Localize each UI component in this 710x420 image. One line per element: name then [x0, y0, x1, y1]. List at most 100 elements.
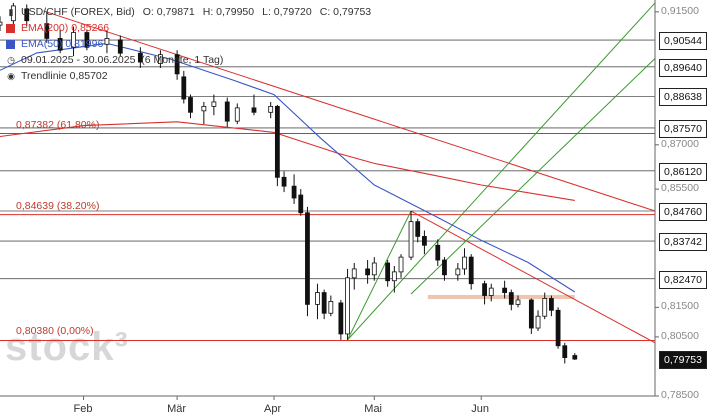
watermark-logo: stock³	[5, 325, 129, 369]
candle-body	[422, 236, 427, 246]
ema50-swatch	[6, 39, 15, 49]
trendline	[347, 210, 412, 341]
candle-body	[542, 298, 548, 317]
ema200-value: 0,85266	[71, 22, 110, 34]
candle-body	[291, 185, 297, 199]
y-tick-label: 0,85500	[661, 182, 699, 195]
fibonacci-label: 0,84639 (38.20%)	[16, 199, 100, 212]
trendline	[347, 2, 656, 341]
legend-trendline[interactable]: ◉ Trendlinie 0,85702	[6, 68, 371, 84]
level-price-box: 0,88638	[659, 88, 707, 107]
open-value: O: 0,79871	[142, 6, 195, 18]
candle-body	[71, 32, 76, 48]
clock-icon: ◷	[7, 55, 15, 65]
candle-body	[281, 176, 287, 187]
candle-body	[385, 262, 391, 282]
level-price-box: 0,84760	[659, 203, 707, 221]
candle-body	[24, 8, 30, 22]
legend-period[interactable]: ◷ 09.01.2025 - 30.06.2025 (6 Monate, 1 T…	[6, 52, 371, 68]
trendline-label: Trendlinie	[21, 70, 67, 82]
candle-body	[181, 76, 187, 100]
candle-body	[328, 301, 334, 314]
candle-body	[562, 345, 568, 358]
x-tick-label: Apr	[264, 403, 282, 415]
level-price-box: 0,89640	[659, 58, 707, 77]
candle-body	[251, 107, 257, 113]
candle-body	[371, 262, 377, 276]
candle-body	[535, 315, 541, 329]
period-label: 09.01.2025 - 30.06.2025	[21, 54, 136, 66]
legend-ema50[interactable]: EMA(50) 0,81996	[6, 36, 371, 52]
candle-body	[365, 268, 371, 276]
candle-body	[0, 21, 3, 26]
trendlines	[43, 2, 656, 344]
x-tick-label: Mai	[364, 403, 383, 415]
x-tick-label: Jun	[471, 403, 489, 415]
ema50-value: 0,81996	[65, 38, 104, 50]
candle-body	[408, 221, 414, 258]
legend-ema200[interactable]: EMA(200) 0,85266	[6, 20, 371, 36]
target-icon: ◉	[7, 71, 15, 81]
bar-chart-icon: ▮	[8, 7, 14, 17]
candle-body	[84, 32, 90, 48]
support-band	[427, 294, 575, 300]
y-tick-label: 0,81500	[661, 300, 699, 313]
candle-body	[482, 283, 487, 296]
candle-body	[398, 256, 404, 273]
candle-body	[549, 298, 554, 311]
close-value: C: 0,79753	[319, 6, 372, 18]
candle-body	[137, 52, 143, 63]
level-price-box: 0,86120	[659, 162, 707, 181]
candle-body	[515, 299, 521, 305]
fibonacci-label: 0,87382 (61.80%)	[16, 118, 100, 131]
candle-body	[345, 277, 350, 335]
period-value: (6 Monate, 1 Tag)	[141, 54, 224, 66]
ema200-label: EMA(200)	[21, 22, 69, 34]
candle-body	[572, 355, 578, 360]
ema200-swatch	[6, 23, 15, 33]
candle-body	[268, 105, 274, 113]
low-value: L: 0,79720	[262, 6, 312, 18]
y-tick-label: 0,87000	[661, 137, 699, 150]
candle-body	[201, 105, 207, 112]
candle-body	[338, 302, 344, 335]
candle-body	[321, 292, 327, 314]
candle-body	[44, 23, 50, 39]
candle-body	[555, 309, 561, 347]
ema50-line	[0, 42, 576, 293]
ema-lines	[0, 42, 576, 293]
fibonacci-label: 0,80380 (0,00%)	[16, 325, 94, 338]
candle-body	[274, 105, 280, 178]
candle-body	[305, 212, 310, 305]
candle-body	[188, 97, 193, 113]
candle-body	[488, 287, 494, 296]
y-tick-label: 0,80500	[661, 329, 699, 342]
candle-body	[462, 256, 467, 270]
candle-body	[117, 39, 123, 54]
candle-body	[351, 268, 357, 279]
symbol-line: ▮ USD/CHF (FOREX, Bid) O: 0,79871 H: 0,7…	[6, 4, 372, 20]
candle-body	[211, 101, 217, 107]
candle-body	[391, 271, 397, 282]
candle-body	[455, 268, 461, 276]
y-tick-label: 0,78500	[661, 389, 699, 401]
legend: ▮ USD/CHF (FOREX, Bid) O: 0,79871 H: 0,7…	[6, 4, 371, 84]
candle-body	[174, 54, 180, 75]
y-tick-label: 0,91500	[661, 4, 699, 17]
candle-body	[104, 38, 110, 45]
last-price-box: 0,79753	[659, 350, 707, 369]
level-price-box: 0,82470	[659, 270, 707, 289]
symbol-name: USD/CHF (FOREX, Bid)	[21, 6, 135, 18]
x-tick-label: Mär	[167, 403, 187, 415]
high-value: H: 0,79950	[202, 6, 255, 18]
level-price-box: 0,90544	[659, 32, 707, 51]
candle-body	[468, 256, 474, 285]
candle-body	[234, 107, 240, 122]
trendline	[410, 58, 656, 295]
candle-body	[57, 38, 63, 51]
candle-body	[10, 5, 16, 22]
candle-body	[315, 292, 320, 305]
level-price-box: 0,87570	[659, 119, 707, 138]
candle-body	[528, 299, 534, 329]
